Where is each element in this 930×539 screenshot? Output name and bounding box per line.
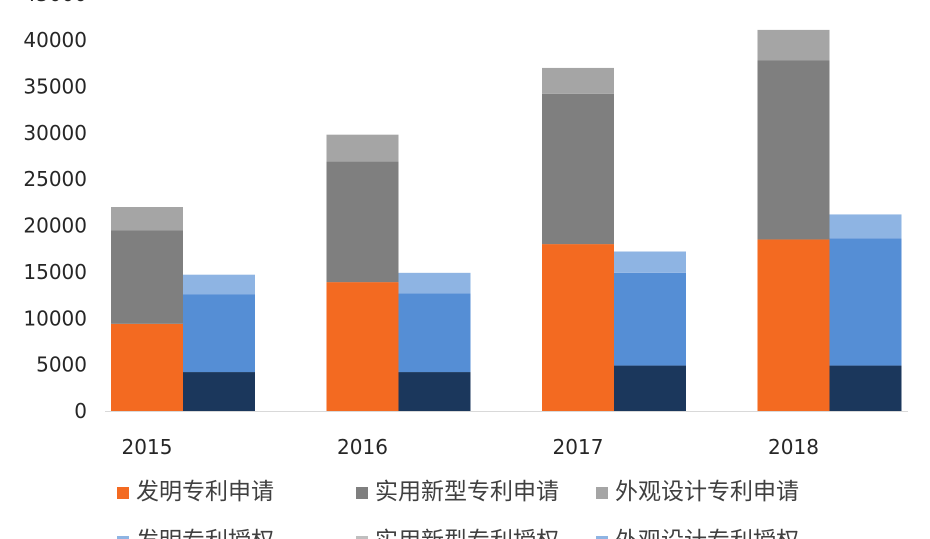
bar-applications-segment — [542, 67, 614, 94]
x-axis-ticks: 2015 2016 2017 2018 — [122, 435, 819, 459]
bar-grants-segment — [398, 272, 471, 294]
bar-applications-segment — [111, 323, 183, 411]
legend-label: 外观设计专利申请 — [615, 479, 799, 505]
legend-label: 实用新型专利申请 — [375, 479, 559, 505]
y-tick-label: 45000 — [23, 0, 87, 6]
x-tick-label: 2015 — [122, 435, 173, 459]
bar-grants-segment — [829, 214, 902, 239]
bar-applications-segment — [326, 161, 399, 283]
bar-applications-segment — [757, 60, 830, 240]
y-tick-label: 20000 — [23, 214, 87, 238]
bar-applications-segment — [111, 230, 183, 324]
legend-swatch — [117, 536, 129, 539]
legend-label: 发明专利申请 — [136, 479, 274, 505]
bar-applications-segment — [326, 282, 399, 411]
legend-swatch — [596, 536, 608, 539]
y-tick-label: 30000 — [23, 121, 87, 145]
legend-label: 实用新型专利授权 — [375, 528, 559, 539]
bar-grants-segment — [829, 365, 902, 411]
y-tick-label: 5000 — [36, 353, 87, 377]
bar-grants-segment — [398, 372, 471, 411]
bar-grants-segment — [183, 294, 255, 373]
bar-applications-segment — [757, 239, 830, 411]
bar-grants-segment — [614, 365, 686, 411]
bar-applications-segment — [542, 93, 614, 245]
y-tick-label: 10000 — [23, 306, 87, 330]
legend-label: 发明专利授权 — [136, 528, 274, 539]
bar-grants-segment — [183, 274, 255, 295]
y-tick-label: 25000 — [23, 167, 87, 191]
y-tick-label: 40000 — [23, 28, 87, 52]
bar-applications-segment — [111, 207, 183, 231]
y-tick-label: 15000 — [23, 260, 87, 284]
bar-applications-segment — [326, 134, 399, 162]
y-tick-label: 35000 — [23, 74, 87, 98]
legend-swatch — [117, 487, 129, 499]
bar-grants-segment — [614, 272, 686, 366]
legend-swatch — [596, 487, 608, 499]
bar-grants-segment — [183, 372, 255, 411]
legend: 发明专利申请 实用新型专利申请 外观设计专利申请发明专利授权 实用新型专利授权 外观设计… — [117, 479, 799, 539]
legend-swatch — [356, 536, 368, 539]
x-tick-label: 2017 — [553, 435, 604, 459]
bar-grants-segment — [398, 293, 471, 373]
bar-grants-segment — [829, 238, 902, 366]
bars — [111, 29, 902, 411]
y-tick-label: 0 — [74, 399, 87, 423]
x-tick-label: 2018 — [768, 435, 819, 459]
legend-swatch — [356, 487, 368, 499]
legend-label: 外观设计专利授权 — [615, 528, 799, 539]
x-tick-label: 2016 — [337, 435, 388, 459]
bar-applications-segment — [542, 244, 614, 411]
bar-applications-segment — [757, 29, 830, 61]
bar-grants-segment — [614, 251, 686, 273]
y-axis-ticks: 0 5000 10000 15000 20000 25000 30000 35000 40000… — [23, 0, 87, 423]
